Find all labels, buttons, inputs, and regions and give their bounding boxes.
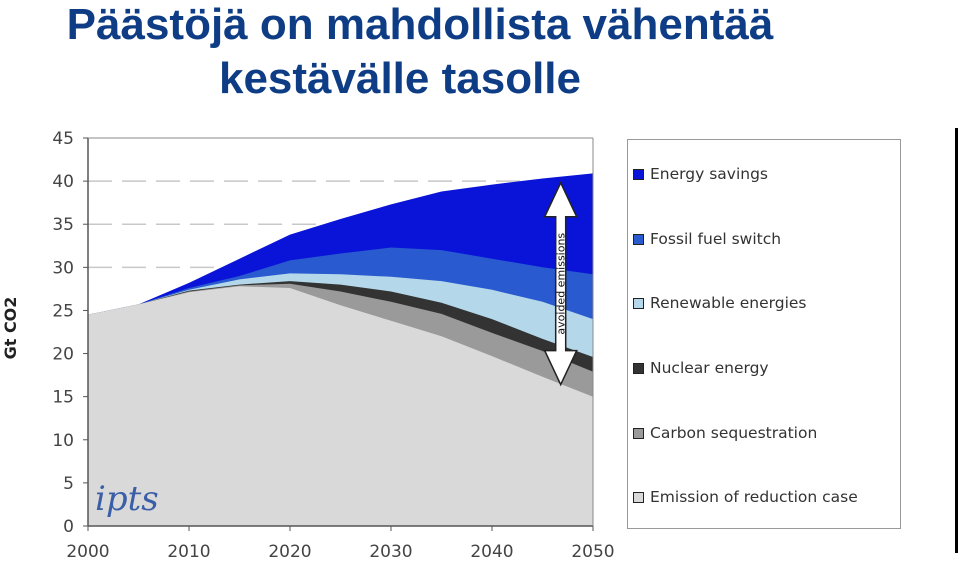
right-edge-line xyxy=(955,128,958,553)
ipts-logo: ipts xyxy=(95,479,159,519)
legend-item: Fossil fuel switch xyxy=(633,229,781,249)
legend-item: Energy savings xyxy=(633,164,768,184)
legend-item: Carbon sequestration xyxy=(633,423,817,443)
legend-label: Carbon sequestration xyxy=(650,424,818,442)
legend-label: Energy savings xyxy=(650,165,768,183)
legend-label: Nuclear energy xyxy=(650,359,769,377)
chart-legend: Energy savings Fossil fuel switch Renewabl… xyxy=(627,139,901,529)
page-title-line2: kestävälle tasolle xyxy=(218,54,581,103)
page-title-line1: Päästöjä on mahdollista vähentää xyxy=(66,0,774,49)
area-reduction-case xyxy=(88,286,593,526)
y-tick-label: 15 xyxy=(52,388,74,408)
y-tick-label: 40 xyxy=(52,172,74,192)
y-tick-label: 45 xyxy=(52,129,74,149)
legend-swatch xyxy=(633,233,644,245)
x-tick-label: 2050 xyxy=(571,542,614,562)
y-tick-label: 35 xyxy=(52,215,74,235)
y-tick-label: 5 xyxy=(63,474,74,494)
x-tick-label: 2010 xyxy=(167,542,210,562)
x-tick-label: 2020 xyxy=(268,542,311,562)
x-tick-label: 2030 xyxy=(369,542,412,562)
legend-item: Nuclear energy xyxy=(633,358,769,378)
legend-swatch xyxy=(633,297,644,309)
y-axis-label: Gt CO2 xyxy=(1,297,20,360)
legend-swatch xyxy=(633,362,644,374)
legend-label: Renewable energies xyxy=(650,294,807,312)
legend-item: Renewable energies xyxy=(633,293,807,313)
legend-label: Fossil fuel switch xyxy=(650,230,782,248)
legend-item: Emission of reduction case xyxy=(633,487,858,507)
legend-label: Emission of reduction case xyxy=(650,488,858,506)
y-tick-label: 10 xyxy=(52,431,74,451)
legend-swatch xyxy=(633,427,644,439)
avoided-emissions-label: avoided emissions xyxy=(555,233,568,335)
avoided-emissions-arrow xyxy=(543,181,578,387)
x-tick-label: 2000 xyxy=(66,542,109,562)
y-tick-label: 20 xyxy=(52,345,74,365)
legend-swatch xyxy=(633,168,644,180)
x-tick-label: 2040 xyxy=(470,542,513,562)
y-tick-label: 30 xyxy=(52,258,74,278)
y-tick-label: 0 xyxy=(63,517,74,537)
legend-swatch xyxy=(633,491,644,503)
y-tick-label: 25 xyxy=(52,301,74,321)
